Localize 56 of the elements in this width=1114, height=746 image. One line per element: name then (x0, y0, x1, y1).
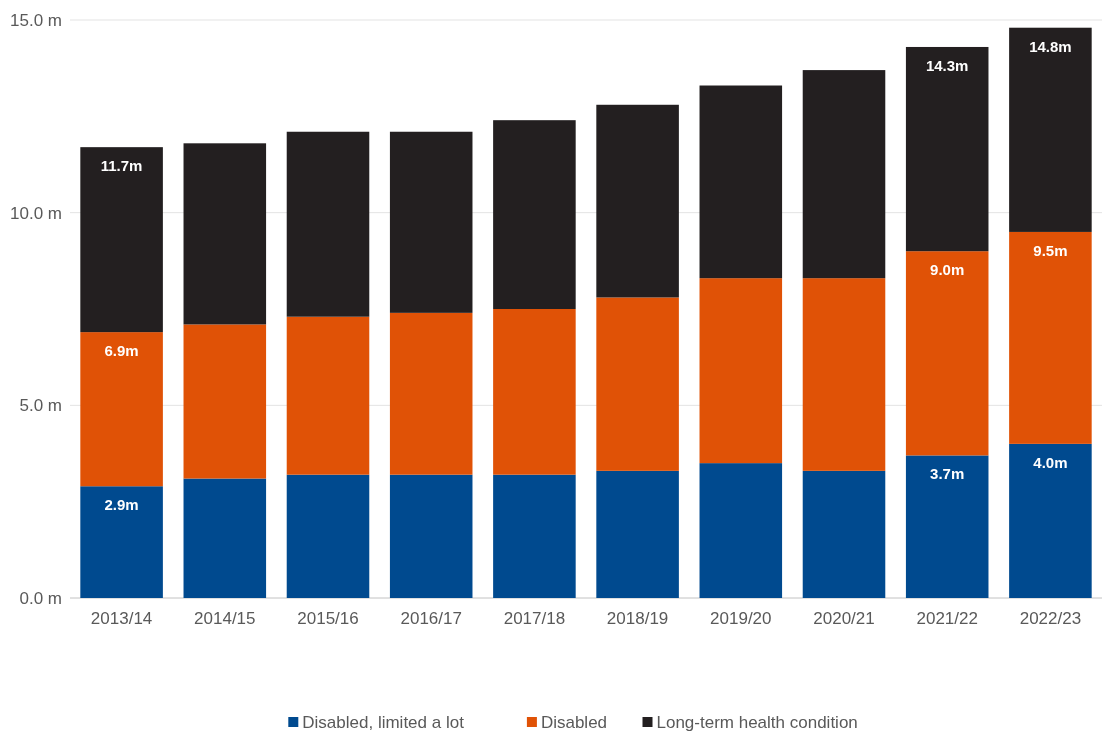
data-label: 2.9m (104, 496, 139, 514)
annotation: 9.0m (930, 261, 965, 279)
x-tick-label: 2020/21 (813, 609, 875, 628)
x-tick-label: 2015/16 (297, 609, 359, 628)
bar (596, 104, 679, 298)
bar (493, 309, 576, 475)
y-tick-label: 10.0 m (10, 203, 62, 223)
bar (183, 324, 267, 479)
bar (286, 316, 370, 475)
annotation: 11.7m (100, 157, 143, 175)
annotation: 6.9m (104, 342, 139, 360)
bar (286, 474, 370, 598)
bar (389, 131, 473, 313)
bar (1009, 443, 1092, 598)
data-label: 3.7m (930, 465, 965, 483)
bar (389, 312, 473, 475)
bar (80, 486, 163, 598)
x-tick-label: 2018/19 (606, 609, 669, 628)
bar (802, 470, 886, 598)
x-tick-label: 2021/22 (916, 609, 978, 628)
bar (699, 85, 783, 279)
x-tick-label: 2017/18 (503, 609, 566, 628)
bar (493, 474, 576, 598)
annotation: 9.5m (1033, 241, 1068, 259)
bar (389, 474, 473, 598)
bar (905, 46, 989, 252)
bar (80, 147, 163, 333)
bar (699, 278, 783, 464)
y-tick-label: 0.0 m (19, 588, 62, 608)
bar (183, 143, 267, 325)
y-tick-label: 15.0 m (10, 10, 62, 30)
legend-label: Long-term health condition (656, 713, 858, 732)
x-tick-label: 2022/23 (1019, 609, 1082, 628)
bar (802, 70, 886, 279)
bar (183, 478, 267, 598)
bar (286, 131, 370, 317)
legend-label: Disabled, limited a lot (302, 713, 465, 732)
data-label: 4.0m (1033, 453, 1068, 471)
annotation: 14.8m (1029, 37, 1072, 55)
bar (905, 455, 989, 598)
bar (1009, 27, 1092, 232)
x-tick-label: 2016/17 (400, 609, 462, 628)
bar (596, 297, 679, 471)
x-tick-label: 2014/15 (194, 609, 256, 628)
bar (699, 463, 783, 598)
bar (905, 251, 989, 456)
bar (802, 278, 886, 471)
x-tick-label: 2019/20 (710, 609, 772, 628)
bar (80, 332, 163, 487)
legend-label: Disabled (540, 713, 608, 732)
bar (1009, 231, 1092, 444)
annotation: 14.3m (925, 56, 969, 74)
bar (596, 470, 679, 598)
bar (493, 120, 576, 309)
y-tick-label: 5.0 m (19, 396, 62, 416)
x-tick-label: 2013/14 (90, 609, 153, 628)
